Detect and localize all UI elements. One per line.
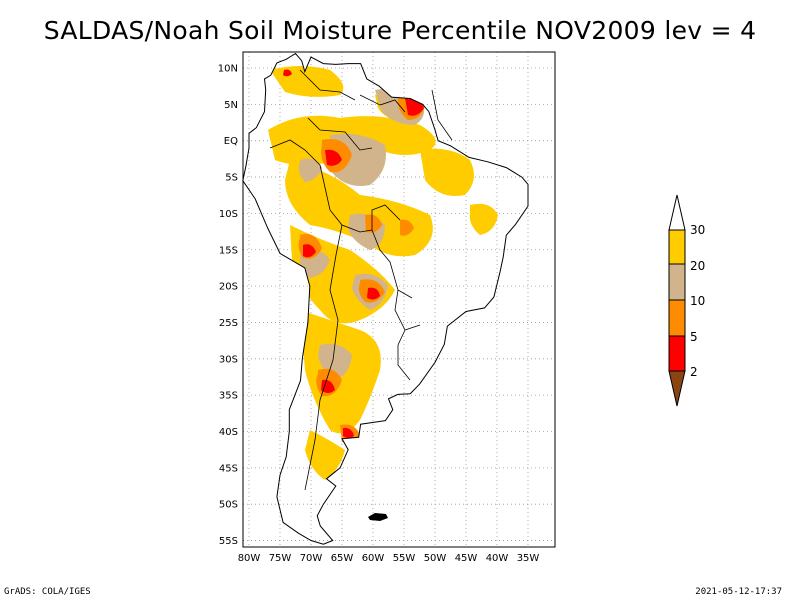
latitude-label: 45S <box>219 463 238 474</box>
longitude-label: 40W <box>486 553 509 564</box>
plot-frame <box>242 51 556 548</box>
longitude-label: 50W <box>424 553 447 564</box>
latitude-label: 40S <box>219 427 238 438</box>
longitude-label: 70W <box>300 553 323 564</box>
coastline <box>242 52 529 545</box>
colorbar-band-10-20 <box>668 263 686 301</box>
longitude-label: 80W <box>238 553 261 564</box>
latitude-label: 5S <box>225 173 238 184</box>
colorbar-label: 30 <box>690 223 705 237</box>
colorbar-label: 5 <box>690 330 698 344</box>
latitude-label: 50S <box>219 500 238 511</box>
falkland-islands <box>368 513 388 521</box>
latitude-label: 35S <box>219 391 238 402</box>
longitude-label: 55W <box>393 553 416 564</box>
colorbar-bottom-arrow <box>668 370 686 407</box>
colorbar-label: 2 <box>690 365 698 379</box>
shading-2-5 <box>283 69 424 438</box>
colorbar-band-2-5 <box>668 335 686 372</box>
latitude-label: 15S <box>219 245 238 256</box>
latitude-label: 55S <box>219 536 238 547</box>
latitude-label: 25S <box>219 318 238 329</box>
longitude-label: 35W <box>517 553 540 564</box>
colorbar-band-5-10 <box>668 299 686 337</box>
percentile-shading <box>268 66 498 480</box>
country-borders <box>269 69 453 491</box>
colorbar-band-20-30 <box>668 229 686 265</box>
colorbar-top-arrow <box>668 194 686 231</box>
latitude-label: 10S <box>219 209 238 220</box>
longitude-labels: 80W 75W 70W 65W 60W 55W 50W 45W 40W 35W <box>238 553 540 564</box>
footer-timestamp: 2021-05-12-17:37 <box>695 587 782 597</box>
longitude-label: 65W <box>331 553 354 564</box>
latitude-label: 10N <box>218 64 238 75</box>
latitude-label: 5N <box>224 100 238 111</box>
colorbar-label: 20 <box>690 259 705 273</box>
latitude-label: 20S <box>219 282 238 293</box>
longitude-label: 75W <box>269 553 292 564</box>
latitude-label: 30S <box>219 354 238 365</box>
colorbar: 30 20 10 5 2 <box>668 194 705 407</box>
latitude-labels: 10N 5N EQ 5S 10S 15S 20S 25S 30S 35S 40S 45S 50S 55S <box>218 64 238 548</box>
map-title: SALDAS/Noah Soil Moisture Percentile NOV… <box>43 16 757 45</box>
footer-credit: GrADS: COLA/IGES <box>4 587 91 597</box>
colorbar-label: 10 <box>690 294 705 308</box>
longitude-label: 45W <box>455 553 478 564</box>
latitude-label: EQ <box>224 136 238 147</box>
longitude-label: 60W <box>362 553 385 564</box>
